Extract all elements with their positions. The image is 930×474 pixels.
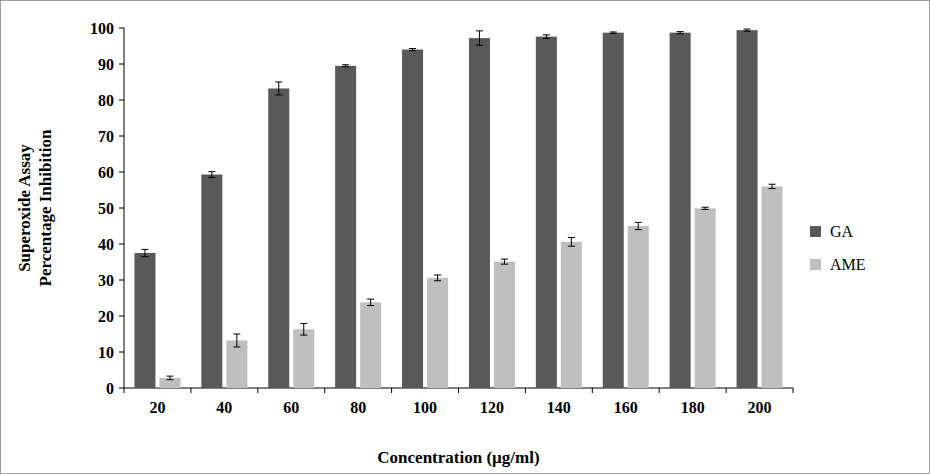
error-bar xyxy=(476,31,483,45)
error-bar xyxy=(141,249,148,256)
bar xyxy=(603,33,624,388)
error-bar xyxy=(677,32,684,34)
x-tick-label: 60 xyxy=(283,399,299,416)
y-axis-label: Percentage Inhibition xyxy=(36,129,55,286)
x-tick-label: 20 xyxy=(149,399,165,416)
error-bar xyxy=(635,222,642,229)
y-tick-label: 20 xyxy=(98,308,114,325)
x-tick xyxy=(726,388,727,393)
bar xyxy=(335,66,356,388)
bar xyxy=(134,253,155,388)
bar xyxy=(402,50,423,388)
y-tick xyxy=(119,208,124,209)
x-tick xyxy=(659,388,660,393)
y-axis-label: Superoxide Assay xyxy=(15,144,34,272)
error-bar xyxy=(434,275,441,281)
x-tick xyxy=(124,388,125,393)
y-tick-label: 90 xyxy=(98,56,114,73)
error-bar xyxy=(501,259,508,264)
x-tick xyxy=(793,388,794,393)
bar xyxy=(536,37,557,388)
bar xyxy=(226,340,247,388)
error-bar xyxy=(769,184,776,188)
error-bar xyxy=(543,35,550,39)
x-tick-label: 100 xyxy=(413,399,437,416)
error-bar xyxy=(208,172,215,178)
x-axis-label: Concentration (µg/ml) xyxy=(377,448,539,467)
x-tick-label: 80 xyxy=(350,399,366,416)
x-tick xyxy=(391,388,392,393)
x-tick-label: 160 xyxy=(614,399,638,416)
x-tick xyxy=(324,388,325,393)
y-tick-label: 0 xyxy=(106,380,114,397)
y-tick xyxy=(119,136,124,137)
error-bar xyxy=(367,299,374,305)
bar xyxy=(293,329,314,388)
bar xyxy=(469,38,490,388)
bar xyxy=(670,33,691,388)
y-tick-label: 80 xyxy=(98,92,114,109)
legend-swatch xyxy=(810,259,821,270)
chart-container: 0 10 20 30 40 50 60 70 80 90 100 20 40 60 80 100 120 140 1… xyxy=(0,0,930,474)
y-tick xyxy=(119,388,124,389)
y-tick xyxy=(119,28,124,29)
x-tick xyxy=(257,388,258,393)
x-tick-label: 180 xyxy=(681,399,705,416)
bar xyxy=(201,175,222,388)
y-tick xyxy=(119,244,124,245)
error-bar xyxy=(233,334,240,347)
x-tick-label: 40 xyxy=(216,399,232,416)
error-bar xyxy=(166,376,173,380)
x-tick-label: 140 xyxy=(547,399,571,416)
y-tick xyxy=(119,100,124,101)
x-tick-label: 200 xyxy=(748,399,772,416)
y-tick xyxy=(119,64,124,65)
x-tick xyxy=(525,388,526,393)
error-bar xyxy=(275,82,282,95)
error-bar xyxy=(409,49,416,51)
y-tick xyxy=(119,172,124,173)
error-bar xyxy=(610,32,617,33)
bar xyxy=(737,30,758,388)
y-tick-label: 40 xyxy=(98,236,114,253)
legend-swatch xyxy=(810,226,821,237)
legend-label: GA xyxy=(830,223,854,240)
x-tick xyxy=(190,388,191,393)
bar xyxy=(762,186,783,388)
x-tick xyxy=(458,388,459,393)
legend-label: AME xyxy=(830,256,866,273)
y-tick-label: 10 xyxy=(98,344,114,361)
bar xyxy=(268,88,289,388)
x-tick xyxy=(592,388,593,393)
error-bar xyxy=(342,65,349,67)
bar xyxy=(494,262,515,388)
bar xyxy=(695,208,716,388)
chart-svg: 0 10 20 30 40 50 60 70 80 90 100 20 40 60 80 100 120 140 1… xyxy=(0,0,930,474)
y-tick-label: 60 xyxy=(98,164,114,181)
y-tick-label: 70 xyxy=(98,128,114,145)
error-bar xyxy=(702,207,709,209)
y-tick xyxy=(119,280,124,281)
y-tick xyxy=(119,316,124,317)
y-tick-label: 50 xyxy=(98,200,114,217)
bar xyxy=(427,278,448,388)
y-tick-label: 100 xyxy=(90,20,114,37)
bar xyxy=(561,242,582,388)
bar xyxy=(628,226,649,388)
error-bar xyxy=(300,324,307,336)
error-bar xyxy=(744,29,751,31)
error-bar xyxy=(568,238,575,247)
y-tick-label: 30 xyxy=(98,272,114,289)
y-tick xyxy=(119,352,124,353)
bar xyxy=(360,302,381,388)
bars xyxy=(134,29,782,388)
frame xyxy=(1,1,930,474)
x-tick-label: 120 xyxy=(480,399,504,416)
